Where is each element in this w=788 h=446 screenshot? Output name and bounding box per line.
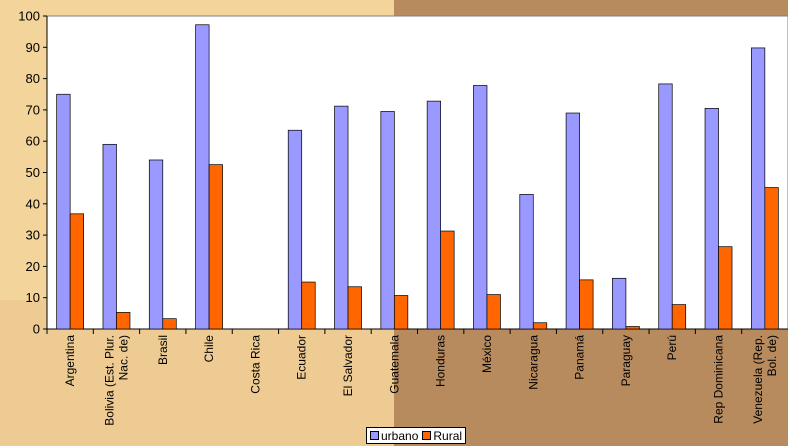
bar-urbano	[380, 111, 395, 330]
bar-urbano	[565, 112, 580, 330]
bar-urbano	[195, 24, 210, 330]
x-category-label: El Salvador	[341, 335, 355, 396]
bar-urbano	[148, 159, 164, 330]
bar-urbano	[473, 85, 488, 330]
x-category-label: Perú	[665, 335, 679, 360]
bar-urbano	[426, 100, 442, 330]
bar-rural	[69, 213, 85, 330]
x-category-label: Bolivia (Est. Plur.Nac. de)	[102, 335, 130, 426]
bar-rural	[393, 295, 409, 330]
y-tick-label: 80	[26, 71, 40, 86]
y-tick-label: 10	[26, 290, 40, 305]
bar-urbano	[102, 143, 117, 330]
x-category-label: Venezuela (Rep.Bol. de)	[751, 335, 779, 424]
bar-urbano	[750, 47, 766, 330]
bar-rural	[440, 230, 455, 330]
bar-urbano	[612, 277, 627, 330]
bar-urbano	[704, 107, 719, 330]
x-category-label: Ecuador	[295, 335, 309, 380]
legend-label-urbano: urbano	[381, 428, 419, 443]
x-category-label: Argentina	[63, 335, 77, 387]
y-tick-label: 60	[26, 134, 40, 149]
y-tick-label: 70	[26, 102, 40, 117]
legend-item-urbano: urbano	[370, 429, 418, 443]
x-category-label: Panamá	[573, 335, 587, 380]
x-category-label: Brasil	[156, 335, 170, 365]
bar-rural	[764, 187, 779, 330]
x-category-label: Nicaragua	[526, 335, 540, 390]
bar-urbano	[658, 83, 673, 330]
bar-rural	[347, 286, 362, 330]
x-category-label: Honduras	[434, 335, 448, 387]
y-tick-label: 90	[26, 40, 40, 55]
bar-rural	[625, 326, 640, 330]
legend: urbano Rural	[366, 427, 467, 444]
x-category-label: Rep Dominicana	[712, 335, 726, 424]
bar-rural	[579, 279, 594, 330]
bar-rural	[208, 164, 223, 330]
legend-swatch-urbano	[370, 431, 379, 440]
bar-urbano	[334, 105, 349, 330]
x-category-label: Paraguay	[619, 335, 633, 386]
bar-rural	[532, 322, 548, 330]
bar-rural	[486, 294, 501, 330]
bar-rural	[301, 281, 316, 330]
bar-urbano	[56, 93, 71, 330]
bar-rural	[162, 318, 177, 330]
bar-urbano	[287, 129, 303, 330]
y-tick-label: 50	[26, 165, 40, 180]
y-tick-label: 30	[26, 228, 40, 243]
y-tick-label: 40	[26, 196, 40, 211]
x-category-label: Costa Rica	[248, 335, 262, 394]
y-tick-label: 0	[33, 322, 40, 337]
legend-swatch-rural	[422, 431, 432, 440]
legend-label-rural: Rural	[433, 428, 463, 443]
y-tick-label: 100	[18, 9, 40, 24]
bar-urbano	[519, 194, 534, 330]
legend-item-rural: Rural	[422, 429, 462, 443]
x-category-label: Chile	[202, 335, 216, 363]
x-category-label: Guatemala	[387, 335, 401, 394]
bar-rural	[116, 312, 131, 330]
y-tick-label: 20	[26, 259, 40, 274]
bar-rural	[671, 304, 687, 330]
x-category-label: México	[480, 335, 494, 373]
bar-rural	[718, 246, 733, 330]
